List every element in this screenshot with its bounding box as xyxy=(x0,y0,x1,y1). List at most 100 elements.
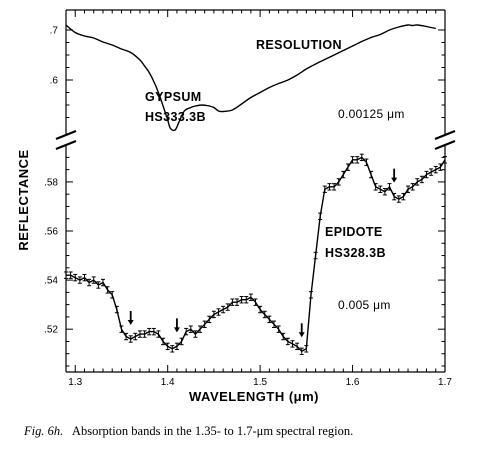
data-point xyxy=(137,330,142,338)
data-point xyxy=(341,170,346,179)
data-point xyxy=(248,293,253,301)
data-point xyxy=(359,153,364,162)
data-point xyxy=(369,170,374,179)
data-point xyxy=(100,278,105,287)
data-point xyxy=(318,212,323,220)
arrow-head xyxy=(173,327,180,333)
data-point xyxy=(290,340,295,348)
data-point xyxy=(345,163,350,171)
data-point xyxy=(304,345,309,353)
data-point xyxy=(415,178,420,186)
axis-break-left-b xyxy=(55,139,77,151)
data-point xyxy=(147,327,152,336)
data-point xyxy=(230,298,235,306)
data-point xyxy=(207,315,212,324)
data-point xyxy=(239,296,244,304)
data-point xyxy=(244,296,249,304)
data-point xyxy=(313,251,318,260)
data-point xyxy=(193,330,198,338)
data-point xyxy=(267,315,272,324)
data-point xyxy=(174,342,179,351)
data-point xyxy=(235,298,240,306)
data-point xyxy=(406,185,411,193)
series-line-0 xyxy=(65,24,436,132)
x-tick-label: 1.7 xyxy=(438,377,452,388)
data-point xyxy=(378,185,383,193)
data-point xyxy=(262,310,267,319)
resolution-lower: 0.005 μm xyxy=(338,298,391,312)
data-point xyxy=(443,156,447,164)
plot-frame xyxy=(55,9,456,373)
data-point xyxy=(91,276,96,284)
absorption-arrow xyxy=(391,168,398,183)
absorption-arrow xyxy=(298,323,305,338)
data-point xyxy=(276,325,281,333)
lower-y-tick-label: .56 xyxy=(44,227,58,238)
caption-text: Absorption bands in the 1.35- to 1.7-μm … xyxy=(71,424,354,438)
epidote-label: EPIDOTE xyxy=(325,225,383,239)
data-point xyxy=(170,345,175,353)
data-point xyxy=(327,183,332,191)
data-point xyxy=(392,192,397,201)
data-point xyxy=(156,330,161,338)
data-point xyxy=(151,327,156,336)
data-point xyxy=(258,305,263,314)
data-point xyxy=(87,278,92,287)
data-point xyxy=(198,325,203,333)
data-point xyxy=(396,195,401,203)
arrow-head xyxy=(298,332,305,338)
lower-y-tick-label: .58 xyxy=(44,177,58,188)
data-point xyxy=(64,271,68,279)
data-point xyxy=(281,332,286,341)
arrow-head xyxy=(127,320,134,325)
data-point xyxy=(419,175,424,184)
data-point xyxy=(438,163,443,171)
data-point xyxy=(336,178,341,186)
data-point xyxy=(161,337,166,346)
upper-y-tick-label: .7 xyxy=(50,26,59,37)
data-point xyxy=(350,156,355,164)
absorption-arrows xyxy=(127,168,398,338)
data-point xyxy=(424,170,429,179)
data-point xyxy=(133,332,138,341)
data-point xyxy=(68,271,73,279)
data-point xyxy=(285,337,290,346)
lower-y-tick-label: .54 xyxy=(44,276,58,287)
data-point xyxy=(124,332,129,341)
resolution-upper: 0.00125 μm xyxy=(338,107,405,121)
gypsum-label: GYPSUM xyxy=(145,90,202,104)
series-layer xyxy=(64,24,447,355)
data-point xyxy=(387,183,392,191)
data-point xyxy=(128,335,133,343)
data-point xyxy=(401,192,406,201)
data-point xyxy=(295,342,300,351)
gypsum-sample-id: HS333.3B xyxy=(145,110,206,124)
series-line-1 xyxy=(66,156,446,352)
absorption-arrow xyxy=(127,311,134,325)
x-tick-label: 1.6 xyxy=(346,377,360,388)
data-point xyxy=(253,298,258,306)
data-point xyxy=(429,168,434,176)
axis-break-left-a xyxy=(55,129,77,141)
x-tick-label: 1.4 xyxy=(161,377,175,388)
data-point xyxy=(77,276,82,284)
data-point xyxy=(114,305,119,314)
upper-y-tick-label: .6 xyxy=(50,76,59,87)
axis-break-right-a xyxy=(434,129,456,141)
absorption-arrow xyxy=(173,318,180,333)
x-tick-label: 1.3 xyxy=(68,377,82,388)
data-point xyxy=(142,330,147,338)
caption-figure-ref: Fig. 6h. xyxy=(24,424,64,438)
data-point xyxy=(410,183,415,191)
data-point xyxy=(271,320,276,328)
data-point xyxy=(221,305,226,314)
data-point xyxy=(308,291,313,299)
data-point xyxy=(165,342,170,351)
data-point xyxy=(355,156,360,164)
lower-y-tick-label: .52 xyxy=(44,325,58,336)
y-axis-title: REFLECTANCE xyxy=(16,149,31,250)
x-axis-ticks: 1.3 1.4 1.5 1.6 1.7 xyxy=(65,10,452,388)
data-point xyxy=(110,291,115,299)
data-point xyxy=(364,158,369,166)
y-axis-ticks: .6 .7 .52 .54 .56 .58 xyxy=(44,26,445,367)
